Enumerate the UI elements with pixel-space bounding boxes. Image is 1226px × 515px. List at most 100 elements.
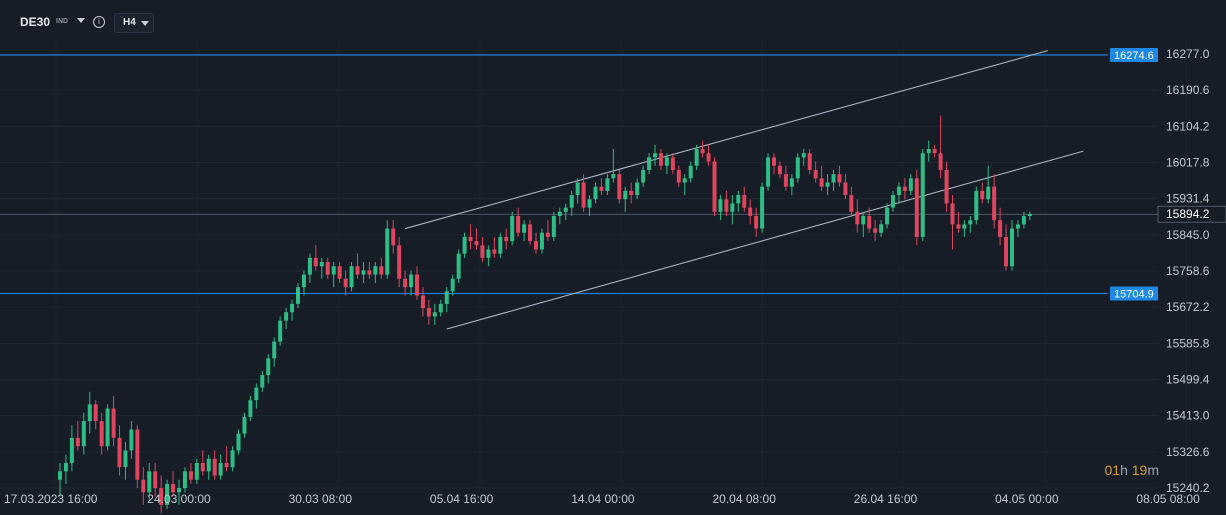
candle-down bbox=[99, 421, 104, 447]
candle-down bbox=[754, 215, 759, 229]
candle-down bbox=[504, 236, 509, 242]
level-badge bbox=[1110, 286, 1158, 301]
candle-up bbox=[165, 483, 170, 505]
candle-down bbox=[159, 488, 164, 505]
candle-up bbox=[307, 257, 312, 275]
candle-up bbox=[789, 178, 794, 187]
candle-down bbox=[545, 232, 550, 237]
candle-up bbox=[653, 153, 657, 158]
candle-up bbox=[510, 215, 515, 242]
countdown-hours: 01 bbox=[1104, 462, 1121, 478]
candle-down bbox=[849, 195, 854, 212]
time-tick-label: 17.03.2023 16:00 bbox=[4, 492, 98, 506]
candle-up bbox=[563, 207, 568, 212]
level-badge bbox=[1110, 48, 1158, 63]
time-tick-label: 26.04 16:00 bbox=[854, 492, 918, 506]
candle-up bbox=[296, 287, 300, 304]
candle-up bbox=[432, 312, 437, 317]
candle-down bbox=[670, 157, 675, 170]
current-price-badge bbox=[1157, 205, 1226, 223]
candle-up bbox=[885, 207, 890, 225]
candle-up bbox=[974, 190, 979, 221]
candle-up bbox=[647, 157, 652, 170]
candle-up bbox=[81, 421, 86, 447]
candle-down bbox=[724, 199, 729, 212]
candle-up bbox=[664, 157, 669, 166]
candle-down bbox=[914, 178, 919, 237]
candle-down bbox=[902, 186, 907, 191]
price-tick-label: 16190.6 bbox=[1166, 83, 1210, 97]
time-tick-label: 30.03 08:00 bbox=[289, 492, 353, 506]
candle-up bbox=[766, 157, 771, 187]
candle-down bbox=[706, 153, 711, 162]
candle-down bbox=[141, 479, 146, 493]
candle-up bbox=[623, 190, 628, 200]
candle-up bbox=[1027, 213, 1032, 216]
candle-down bbox=[992, 186, 997, 221]
candle-down bbox=[468, 236, 473, 242]
candle-down bbox=[1004, 236, 1009, 267]
candle-down bbox=[772, 157, 776, 166]
candle-up bbox=[611, 174, 616, 179]
grid bbox=[0, 40, 1187, 489]
candle-up bbox=[920, 153, 925, 237]
candle-down bbox=[873, 228, 878, 233]
candle-down bbox=[938, 153, 943, 170]
candle-down bbox=[93, 404, 98, 422]
candle-up bbox=[87, 404, 92, 422]
candle-down bbox=[188, 471, 193, 480]
candle-up bbox=[450, 278, 455, 292]
candle-down bbox=[337, 266, 342, 279]
candle-up bbox=[908, 178, 913, 191]
candle-down bbox=[783, 174, 788, 187]
price-axis: 16277.0 16190.6 16104.2 16017.8 15931.4 15845… bbox=[1166, 47, 1210, 495]
candle-up bbox=[718, 199, 723, 212]
candle-up bbox=[522, 224, 527, 233]
candle-up bbox=[385, 228, 390, 275]
candle-down bbox=[534, 241, 538, 250]
chevron-down-icon bbox=[141, 21, 149, 26]
candle-up bbox=[896, 186, 901, 196]
candle-down bbox=[200, 462, 205, 472]
candles-layer bbox=[58, 115, 1032, 514]
candle-up bbox=[260, 375, 265, 388]
candle-up bbox=[688, 165, 693, 179]
price-tick-label: 16017.8 bbox=[1166, 156, 1210, 170]
candle-up bbox=[182, 471, 187, 489]
candle-up bbox=[891, 195, 895, 208]
candle-up bbox=[498, 236, 503, 254]
candle-up bbox=[290, 303, 295, 313]
candle-up bbox=[795, 157, 800, 179]
info-icon[interactable]: i bbox=[93, 16, 105, 28]
candle-up bbox=[593, 186, 598, 200]
symbol-dropdown-icon[interactable] bbox=[77, 18, 85, 23]
candle-up bbox=[861, 215, 866, 225]
candle-down bbox=[807, 153, 812, 170]
candle-up bbox=[694, 149, 699, 166]
candle-up bbox=[242, 416, 247, 434]
candle-down bbox=[397, 245, 402, 279]
time-tick-label: 04.05 00:00 bbox=[995, 492, 1059, 506]
level-badge-label: 16274.6 bbox=[1114, 50, 1154, 62]
candle-down bbox=[742, 195, 747, 208]
candle-up bbox=[248, 400, 253, 417]
candle-down bbox=[599, 186, 604, 191]
candle-up bbox=[557, 211, 562, 216]
candle-down bbox=[676, 169, 681, 183]
candle-down bbox=[932, 149, 937, 154]
candle-up bbox=[284, 312, 289, 321]
price-tick-label: 15845.0 bbox=[1166, 228, 1210, 242]
candle-up bbox=[1010, 228, 1014, 267]
candle-up bbox=[236, 433, 241, 451]
candle-down bbox=[111, 408, 116, 438]
candle-up bbox=[1021, 215, 1026, 225]
candle-up bbox=[177, 488, 181, 493]
symbol-label[interactable]: DE30 bbox=[20, 15, 51, 29]
timeframe-selector[interactable]: H4 bbox=[114, 13, 154, 33]
candle-down bbox=[629, 190, 634, 196]
time-axis: 17.03.2023 16:00 24.03 00:00 30.03 08:00 05… bbox=[4, 492, 1200, 506]
candle-up bbox=[319, 262, 324, 267]
candle-down bbox=[837, 174, 842, 183]
candle-down bbox=[748, 207, 753, 216]
